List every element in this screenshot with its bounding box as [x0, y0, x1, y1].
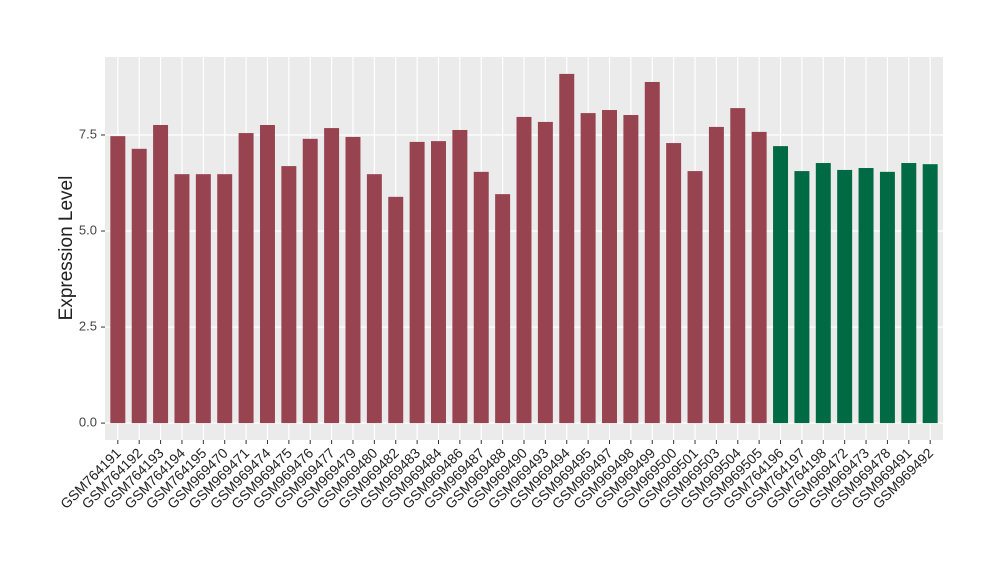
bar	[559, 73, 575, 424]
bar	[751, 131, 767, 424]
bar	[302, 138, 318, 424]
y-tick-label: 2.5	[79, 318, 97, 333]
bar	[730, 108, 746, 424]
y-tick-label: 0.0	[79, 415, 97, 430]
bar	[495, 194, 511, 424]
bar	[409, 141, 425, 424]
bar	[794, 171, 810, 424]
bar	[238, 133, 254, 424]
bar	[580, 113, 596, 424]
bar	[708, 126, 724, 424]
bar	[687, 171, 703, 424]
bar	[345, 136, 361, 424]
y-tick-label: 7.5	[79, 126, 97, 141]
bar	[516, 116, 532, 424]
bar	[858, 168, 874, 424]
bar	[452, 129, 468, 424]
bar	[473, 171, 489, 424]
bar	[110, 136, 126, 424]
bar	[388, 196, 404, 424]
y-tick-label: 5.0	[79, 222, 97, 237]
bar	[174, 174, 190, 424]
bar	[623, 115, 639, 424]
bar	[324, 128, 340, 424]
bar	[366, 174, 382, 424]
bar	[901, 163, 917, 424]
bar	[602, 110, 617, 424]
bar	[131, 148, 147, 424]
bar	[195, 174, 211, 424]
bar	[217, 174, 233, 424]
bar	[922, 164, 938, 424]
bar	[773, 146, 789, 424]
bar	[431, 141, 446, 424]
bar	[537, 121, 553, 424]
bar	[281, 166, 297, 424]
bar	[837, 169, 853, 424]
bar	[815, 163, 831, 424]
y-axis-title: Expression Level	[56, 176, 77, 321]
bar	[666, 143, 682, 424]
bar	[644, 81, 660, 424]
bar	[259, 124, 275, 424]
bar	[153, 124, 169, 424]
bar	[879, 171, 895, 424]
